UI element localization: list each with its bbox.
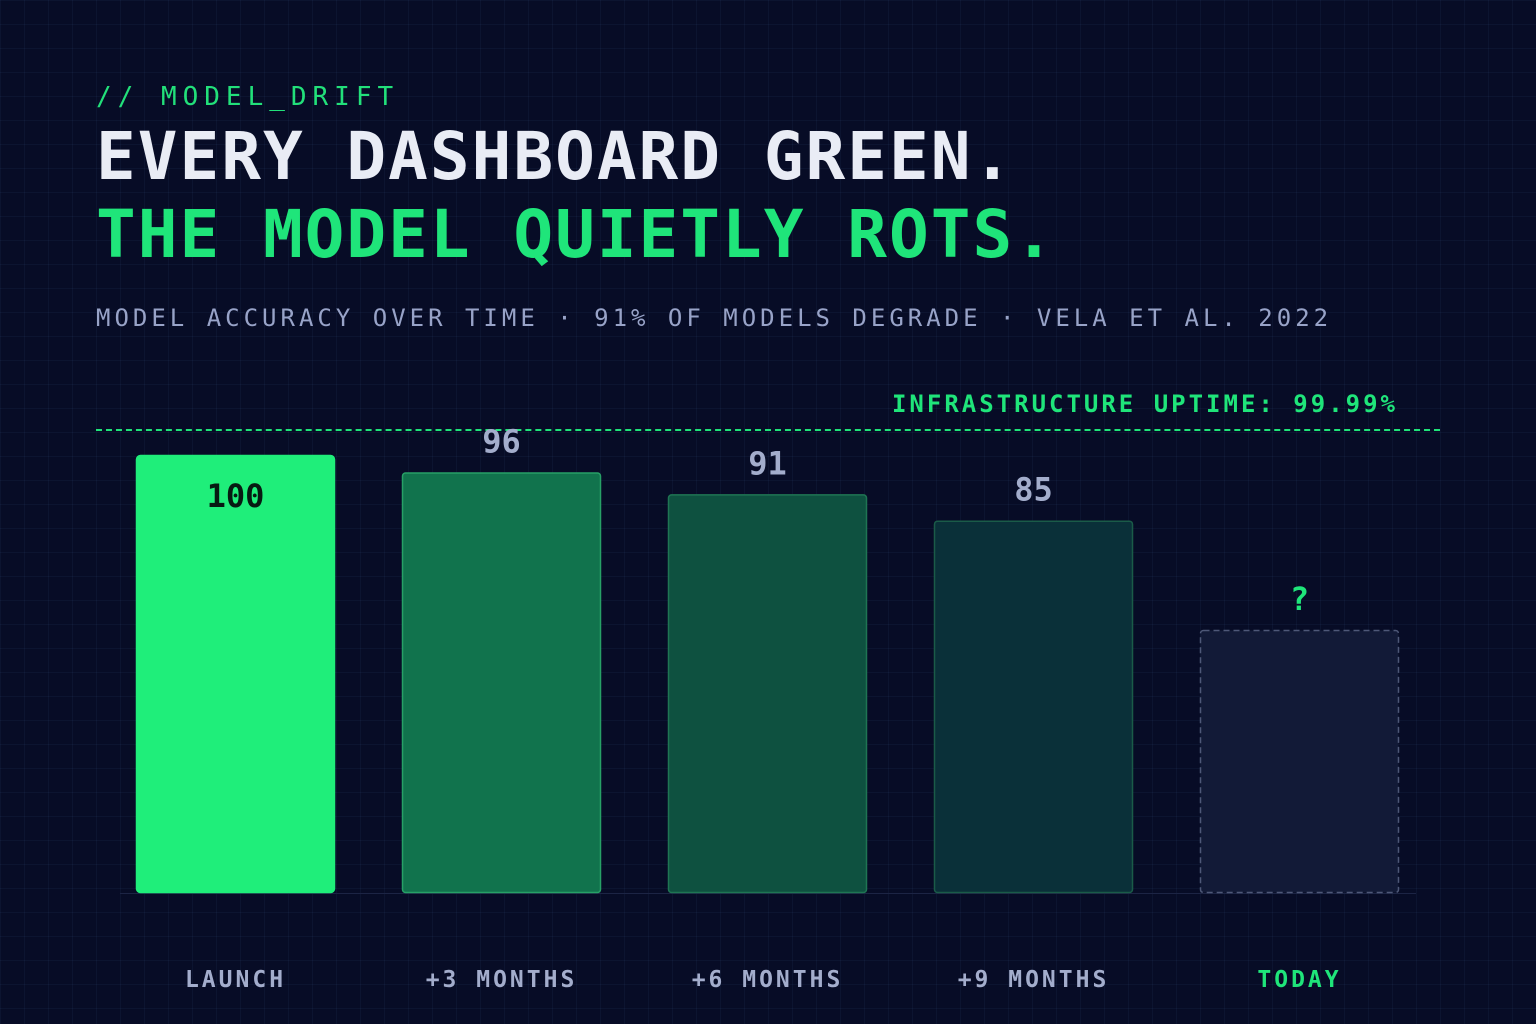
category-label-4: +9 MONTHS bbox=[958, 967, 1110, 993]
bar-value-label-4: 85 bbox=[1014, 471, 1053, 509]
headline-line-2: THE MODEL QUIETLY ROTS. bbox=[96, 196, 1056, 273]
bar-value-label-1: 100 bbox=[207, 477, 265, 515]
bar-4 bbox=[933, 520, 1134, 894]
kicker-label: // MODEL_DRIFT bbox=[96, 82, 400, 112]
uptime-reference-label: INFRASTRUCTURE UPTIME: 99.99% bbox=[891, 390, 1398, 418]
bar-1 bbox=[135, 454, 336, 894]
bar-3 bbox=[667, 494, 868, 894]
bar-value-label-3: 91 bbox=[748, 444, 787, 482]
category-label-5: TODAY bbox=[1257, 967, 1341, 993]
category-label-1: LAUNCH bbox=[185, 967, 286, 993]
bar-5 bbox=[1199, 629, 1400, 894]
bar-value-label-5: ? bbox=[1290, 580, 1309, 618]
category-label-2: +3 MONTHS bbox=[426, 967, 578, 993]
uptime-reference-line bbox=[96, 429, 1440, 431]
bar-2 bbox=[401, 472, 602, 894]
category-label-3: +6 MONTHS bbox=[692, 967, 844, 993]
bar-value-label-2: 96 bbox=[482, 423, 521, 461]
headline-line-1: EVERY DASHBOARD GREEN. bbox=[96, 118, 1015, 195]
chart-subtitle: MODEL ACCURACY OVER TIME · 91% OF MODELS… bbox=[96, 304, 1333, 332]
